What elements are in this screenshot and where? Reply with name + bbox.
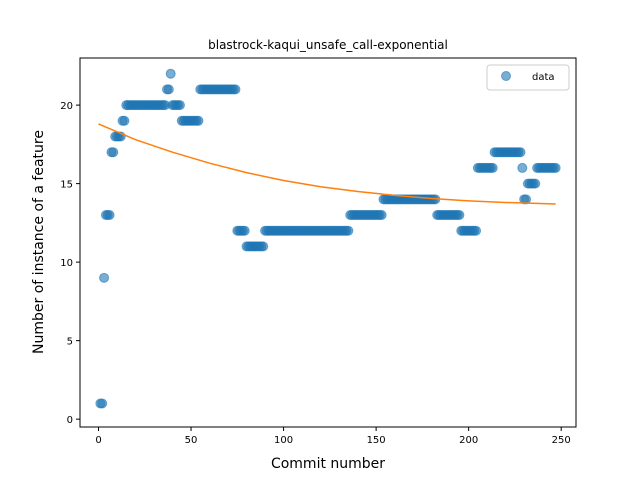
- x-tick-label: 200: [459, 435, 478, 446]
- x-tick-label: 250: [552, 435, 571, 446]
- data-point: [550, 162, 561, 173]
- y-tick-label: 20: [60, 101, 73, 112]
- y-tick-label: 15: [60, 180, 73, 191]
- data-point: [97, 398, 108, 409]
- x-tick-label: 50: [185, 435, 198, 446]
- data-point: [530, 178, 541, 189]
- data-point: [376, 210, 387, 221]
- x-tick-label: 150: [367, 435, 386, 446]
- legend-label-data: data: [532, 72, 555, 83]
- data-point: [108, 147, 119, 158]
- plot-frame: [79, 57, 577, 428]
- data-point: [258, 241, 269, 252]
- y-tick-label: 0: [67, 415, 73, 426]
- data-point: [163, 84, 174, 95]
- x-axis-ticks: 0 50 100 150 200 250: [95, 427, 571, 446]
- data-point: [119, 115, 130, 126]
- y-axis-ticks: 0 5 10 15 20: [60, 101, 80, 426]
- data-point: [104, 210, 115, 221]
- chart-title: blastrock-kaqui_unsafe_call-exponential: [208, 38, 448, 52]
- y-axis-label: Number of instance of a feature: [31, 130, 47, 354]
- y-tick-label: 5: [67, 337, 73, 348]
- x-tick-label: 0: [95, 435, 101, 446]
- data-point: [165, 68, 176, 79]
- fit-curve: [98, 123, 556, 205]
- data-point: [454, 210, 465, 221]
- data-point: [193, 115, 204, 126]
- legend-marker-data: [501, 71, 511, 81]
- x-axis-label: Commit number: [271, 456, 385, 472]
- legend: data: [486, 64, 570, 91]
- data-point: [487, 162, 498, 173]
- data-points: [95, 68, 561, 409]
- data-point: [239, 225, 250, 236]
- fit-curve-layer: [98, 123, 556, 205]
- x-tick-label: 100: [274, 435, 293, 446]
- data-point: [230, 84, 241, 95]
- data-point: [517, 162, 528, 173]
- legend-box: [486, 64, 570, 91]
- data-point: [174, 100, 185, 111]
- data-point: [515, 147, 526, 158]
- data-point: [471, 225, 482, 236]
- y-tick-label: 10: [60, 258, 73, 269]
- data-point: [343, 225, 354, 236]
- data-point: [99, 272, 110, 283]
